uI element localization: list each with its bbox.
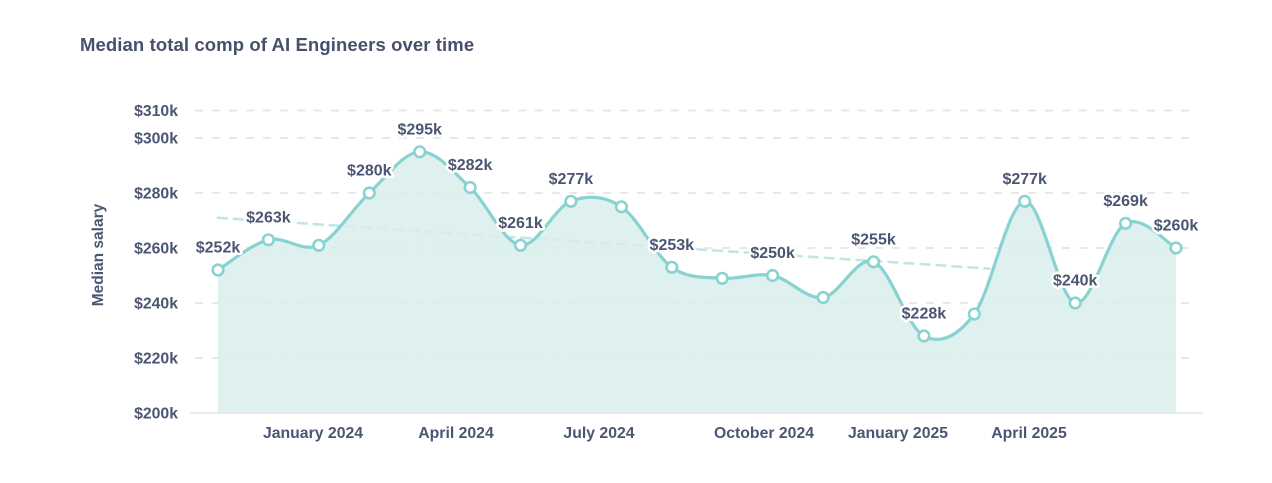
data-point-label: $269k (1103, 193, 1148, 210)
y-tick-label: $310k (134, 103, 178, 120)
x-tick-label: April 2024 (418, 425, 494, 442)
data-point-label: $263k (246, 209, 291, 226)
data-point-label: $282k (448, 157, 493, 174)
y-axis-title: Median salary (90, 203, 107, 306)
data-point-label: $250k (750, 245, 795, 262)
data-point-marker[interactable] (1169, 241, 1183, 255)
data-point-marker[interactable] (715, 271, 729, 285)
data-point-label: $252k (196, 240, 241, 257)
data-point-marker[interactable] (614, 200, 629, 214)
data-point-marker[interactable] (1068, 296, 1082, 310)
data-point-marker[interactable] (816, 290, 830, 305)
data-point-label: $277k (1002, 171, 1047, 188)
data-point-marker[interactable] (917, 329, 931, 343)
data-point-marker[interactable] (1118, 216, 1133, 230)
x-tick-label: October 2024 (714, 425, 814, 442)
data-point-marker[interactable] (866, 255, 881, 269)
x-tick-label: April 2025 (991, 425, 1067, 442)
x-tick-label: January 2024 (263, 425, 363, 442)
y-tick-label: $240k (134, 296, 178, 313)
data-point-label: $228k (902, 306, 947, 323)
data-point-marker[interactable] (312, 238, 326, 252)
data-point-marker[interactable] (967, 307, 981, 321)
data-point-marker[interactable] (261, 233, 276, 247)
data-point-label: $261k (498, 215, 543, 232)
x-tick-label: July 2024 (563, 425, 634, 442)
x-tick-label: January 2025 (848, 425, 948, 442)
data-point-marker[interactable] (413, 145, 427, 159)
data-point-marker[interactable] (564, 194, 578, 208)
y-tick-label: $200k (134, 406, 178, 423)
chart-title: Median total comp of AI Engineers over t… (80, 34, 475, 55)
data-point-marker[interactable] (1018, 194, 1032, 208)
y-tick-label: $300k (134, 131, 178, 148)
y-tick-label: $260k (134, 241, 178, 258)
data-point-marker[interactable] (211, 263, 225, 277)
data-point-label: $295k (397, 121, 442, 138)
data-point-label: $240k (1053, 273, 1098, 290)
y-tick-label: $220k (134, 351, 178, 368)
area-fill (218, 151, 1176, 413)
data-point-marker[interactable] (665, 260, 679, 274)
data-point-label: $277k (549, 171, 594, 188)
data-point-label: $260k (1154, 218, 1199, 235)
data-point-marker[interactable] (463, 180, 477, 195)
data-point-label: $255k (851, 231, 896, 248)
data-point-marker[interactable] (765, 268, 780, 283)
data-point-marker[interactable] (362, 186, 376, 200)
data-point-label: $280k (347, 163, 392, 180)
data-point-label: $253k (650, 237, 695, 254)
data-point-marker[interactable] (513, 238, 528, 252)
y-tick-label: $280k (134, 186, 178, 203)
